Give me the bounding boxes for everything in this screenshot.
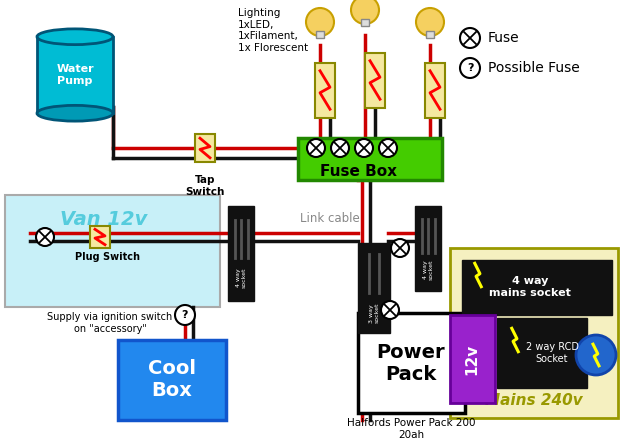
Bar	[358, 243, 390, 333]
Text: 12v: 12v	[465, 343, 480, 375]
Circle shape	[460, 28, 480, 48]
Circle shape	[331, 139, 349, 157]
Text: Link cable: Link cable	[300, 211, 359, 224]
Bar	[450, 315, 495, 403]
Text: 3 way
socket: 3 way socket	[369, 303, 379, 324]
Bar	[5, 195, 220, 307]
Bar	[425, 63, 445, 118]
Bar	[228, 206, 254, 301]
Circle shape	[379, 139, 397, 157]
Circle shape	[175, 305, 195, 325]
Text: Halfords Power Pack 200
20ah: Halfords Power Pack 200 20ah	[347, 418, 475, 439]
Bar	[361, 19, 369, 26]
Text: 4 way
mains socket: 4 way mains socket	[489, 276, 571, 298]
Text: Mains 240v: Mains 240v	[485, 393, 583, 408]
Circle shape	[416, 8, 444, 36]
Text: Plug Switch: Plug Switch	[75, 252, 140, 262]
Text: Fuse: Fuse	[488, 31, 520, 45]
Circle shape	[36, 228, 54, 246]
Text: Power
Pack: Power Pack	[377, 342, 445, 384]
Bar	[118, 340, 226, 420]
Bar	[450, 248, 618, 418]
Circle shape	[381, 301, 399, 319]
Circle shape	[355, 139, 373, 157]
Bar	[90, 226, 110, 248]
Bar	[315, 63, 335, 118]
Bar	[365, 52, 385, 107]
Bar	[426, 31, 434, 38]
Ellipse shape	[37, 29, 113, 45]
Text: Fuse Box: Fuse Box	[320, 164, 396, 180]
Text: Water
Pump: Water Pump	[56, 64, 94, 86]
Bar	[497, 318, 587, 388]
Bar	[462, 260, 612, 315]
Bar	[37, 37, 113, 113]
Bar	[298, 138, 442, 180]
Text: Tap
Switch: Tap Switch	[185, 175, 225, 197]
Ellipse shape	[37, 105, 113, 121]
Text: ?: ?	[467, 63, 473, 73]
Bar	[316, 31, 324, 38]
Circle shape	[351, 0, 379, 24]
Text: 4 way
socket: 4 way socket	[235, 267, 247, 287]
Text: Lighting
1xLED,
1xFilament,
1x Florescent: Lighting 1xLED, 1xFilament, 1x Florescen…	[238, 8, 308, 53]
Circle shape	[307, 139, 325, 157]
Circle shape	[306, 8, 334, 36]
Text: 4 way
socket: 4 way socket	[422, 260, 434, 280]
Text: Supply via ignition switch
on "accessory": Supply via ignition switch on "accessory…	[47, 312, 173, 333]
Text: ?: ?	[182, 310, 188, 320]
Circle shape	[576, 335, 616, 375]
Text: Van 12v: Van 12v	[60, 210, 148, 229]
Circle shape	[460, 58, 480, 78]
Text: Cool
Box: Cool Box	[148, 359, 196, 401]
Bar	[415, 206, 441, 291]
Bar	[195, 134, 215, 162]
Text: Possible Fuse: Possible Fuse	[488, 61, 580, 75]
Text: 2 way RCD
Socket: 2 way RCD Socket	[525, 342, 579, 364]
Circle shape	[391, 239, 409, 257]
Bar	[358, 313, 465, 413]
